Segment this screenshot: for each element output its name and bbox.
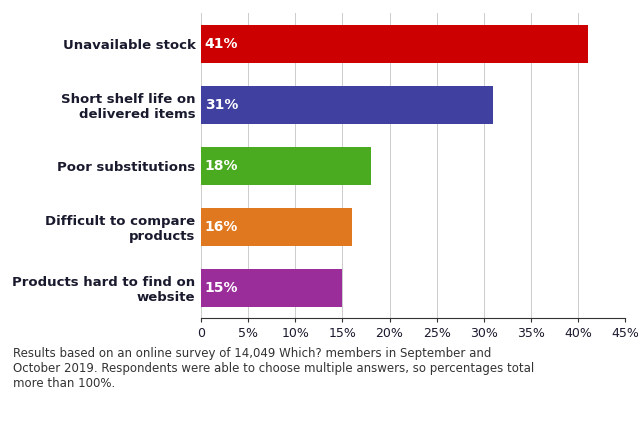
Bar bbox=[201, 269, 343, 307]
Text: Results based on an online survey of 14,049 Which? members in September and
Octo: Results based on an online survey of 14,… bbox=[13, 347, 534, 390]
Bar bbox=[201, 86, 493, 124]
Bar bbox=[201, 147, 371, 185]
Text: 41%: 41% bbox=[205, 37, 238, 51]
Bar bbox=[201, 25, 588, 63]
Text: 18%: 18% bbox=[205, 159, 238, 173]
Bar bbox=[201, 208, 352, 246]
Text: 15%: 15% bbox=[205, 281, 238, 295]
Text: 16%: 16% bbox=[205, 220, 238, 234]
Text: 31%: 31% bbox=[205, 98, 238, 112]
